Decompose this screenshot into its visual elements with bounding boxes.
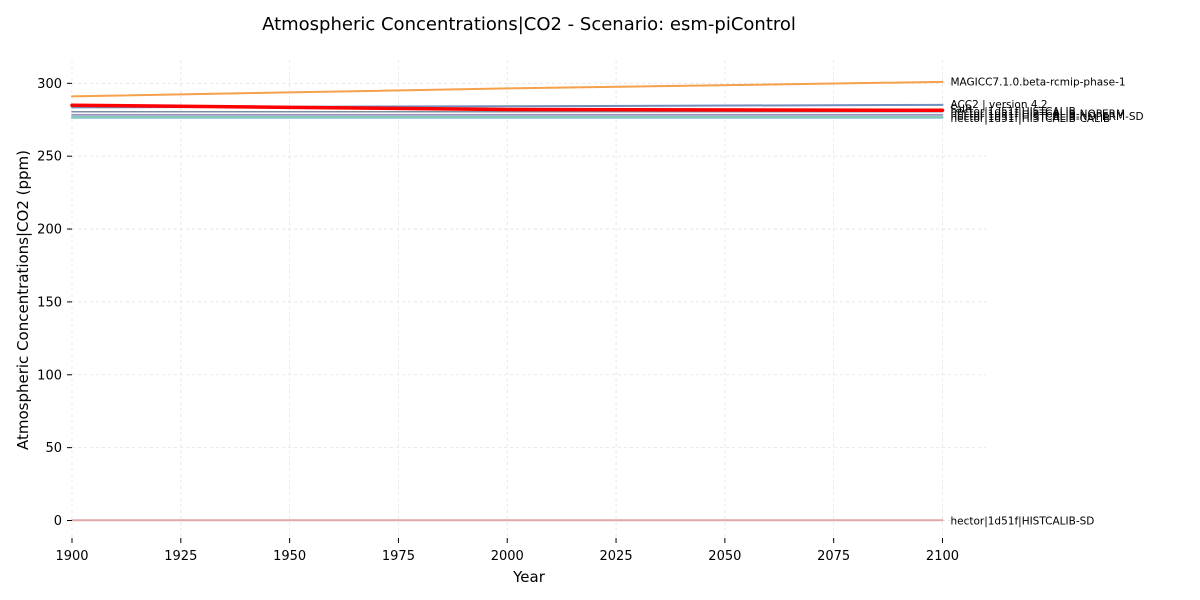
y-tick-label: 0 bbox=[54, 514, 62, 529]
x-tick-label: 2075 bbox=[817, 549, 850, 564]
y-tick-label: 200 bbox=[37, 223, 62, 238]
x-tick-label: 2050 bbox=[708, 549, 741, 564]
x-tick-label: 1925 bbox=[164, 549, 197, 564]
x-tick-label: 2100 bbox=[926, 549, 959, 564]
series-line-highlight bbox=[70, 103, 945, 113]
y-tick-label: 250 bbox=[37, 150, 62, 165]
x-axis-label: Year bbox=[512, 568, 546, 586]
series-label: hector|1d51f|HISTCALIB-CALIB bbox=[950, 113, 1110, 125]
y-tick-label: 50 bbox=[45, 441, 62, 456]
x-axis: 1900 1925 1950 1975 2000 2025 2050 2075 2100 bbox=[55, 538, 959, 564]
y-tick-label: 100 bbox=[37, 368, 62, 383]
x-tick-label: 2000 bbox=[491, 549, 524, 564]
series-label: hector|1d51f|HISTCALIB-NOPERM-SD bbox=[950, 111, 1143, 123]
series-label: FaIR bbox=[950, 104, 972, 116]
x-tick-label: 1950 bbox=[273, 549, 306, 564]
series-label: hector|1d51f|HISTCALIB-NOPERM bbox=[950, 109, 1125, 121]
series-labels: MAGICC7.1.0.beta-rcmip-phase-1 ACC2 | ver… bbox=[950, 77, 1143, 528]
series-label: hector|1d51f|HISTCALIB-SD bbox=[950, 515, 1094, 527]
series-label: ACC2 | version 4.2 bbox=[950, 99, 1047, 111]
y-tick-label: 150 bbox=[37, 295, 62, 310]
y-axis: 0 50 100 150 200 250 300 bbox=[37, 77, 72, 529]
y-tick-label: 300 bbox=[37, 77, 62, 92]
series-label: hector|1d51f|HISTCALIB bbox=[950, 106, 1075, 118]
x-tick-label: 1900 bbox=[55, 549, 88, 564]
y-axis-label: Atmospheric Concentrations|CO2 (ppm) bbox=[14, 150, 32, 450]
x-tick-label: 2025 bbox=[600, 549, 633, 564]
x-tick-label: 1975 bbox=[382, 549, 415, 564]
series-label: MAGICC7.1.0.beta-rcmip-phase-1 bbox=[950, 77, 1125, 89]
chart-title: Atmospheric Concentrations|CO2 - Scenari… bbox=[262, 14, 796, 35]
series-lines bbox=[70, 80, 945, 522]
series-line-magicc7-1-0-beta-rcmip-phase-1 bbox=[71, 80, 944, 98]
grid-lines bbox=[71, 60, 986, 538]
